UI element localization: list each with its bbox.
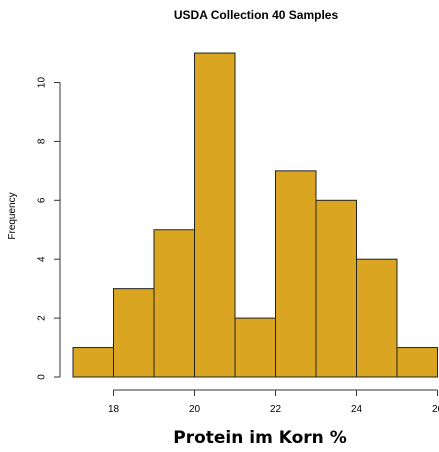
histogram-bar-9 bbox=[396, 347, 438, 378]
y-tick-label: 0 bbox=[37, 374, 48, 380]
chart-title: USDA Collection 40 Samples bbox=[174, 8, 339, 22]
y-tick-label: 8 bbox=[37, 138, 48, 144]
histogram-bar-3 bbox=[153, 229, 195, 378]
y-tick-label: 4 bbox=[37, 256, 48, 262]
x-tick-label: 26 bbox=[432, 404, 439, 415]
histogram-bar-5 bbox=[234, 317, 276, 378]
histogram-bar-4 bbox=[194, 52, 236, 378]
y-tick-label: 10 bbox=[37, 77, 48, 89]
histogram-bar-7 bbox=[315, 199, 357, 378]
histogram-bar-6 bbox=[275, 170, 317, 378]
x-tick-label: 18 bbox=[108, 404, 120, 415]
y-axis-label: Frequency bbox=[7, 192, 18, 239]
x-axis-label: Protein im Korn % bbox=[173, 428, 346, 448]
x-tick-label: 22 bbox=[270, 404, 282, 415]
x-tick-label: 24 bbox=[351, 404, 363, 415]
bars-group bbox=[72, 52, 438, 378]
y-tick-label: 2 bbox=[37, 315, 48, 321]
histogram-bar-2 bbox=[113, 288, 155, 378]
histogram-bar-1 bbox=[72, 347, 114, 378]
axes-group: 18202224260246810 bbox=[37, 77, 439, 415]
histogram-bar-8 bbox=[356, 258, 398, 378]
x-tick-label: 20 bbox=[189, 404, 201, 415]
y-tick-label: 6 bbox=[37, 197, 48, 203]
